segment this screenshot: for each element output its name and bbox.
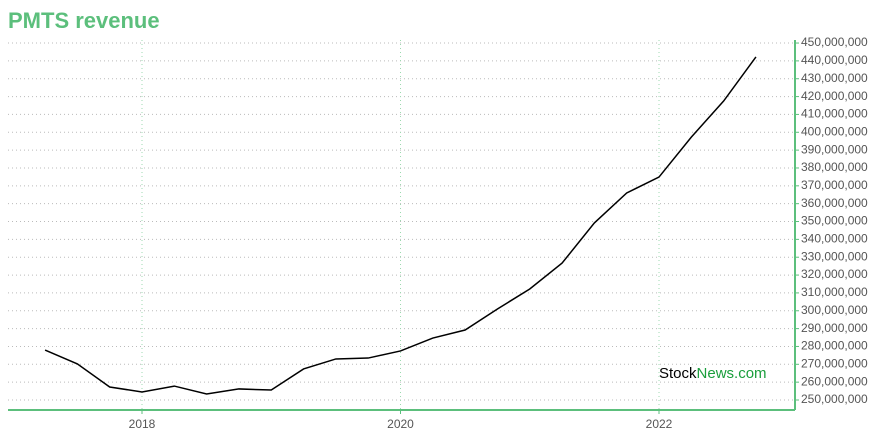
y-tick-label: 450,000,000 [801,35,868,49]
y-tick-label: 390,000,000 [801,142,868,156]
y-tick-label: 400,000,000 [801,124,868,138]
y-tick-label: 350,000,000 [801,214,868,228]
y-tick-label: 320,000,000 [801,267,868,281]
y-tick-label: 280,000,000 [801,339,868,353]
y-tick-label: 440,000,000 [801,53,868,67]
y-tick-label: 330,000,000 [801,249,868,263]
y-tick-label: 270,000,000 [801,356,868,370]
y-tick-label: 250,000,000 [801,392,868,406]
x-tick-label: 2022 [646,417,673,431]
y-tick-label: 430,000,000 [801,71,868,85]
chart-title: PMTS revenue [8,8,160,33]
watermark-part: .com [734,365,767,382]
watermark-part: Stock [659,365,697,382]
y-tick-label: 290,000,000 [801,321,868,335]
line [44,56,757,395]
y-tick-label: 420,000,000 [801,89,868,103]
y-tick-label: 340,000,000 [801,232,868,246]
x-tick-label: 2020 [387,417,414,431]
y-tick-label: 360,000,000 [801,196,868,210]
x-tick-label: 2018 [129,417,156,431]
y-tick-label: 310,000,000 [801,285,868,299]
watermark: StockNews.com [659,365,767,382]
y-tick-label: 370,000,000 [801,178,868,192]
y-tick-label: 410,000,000 [801,107,868,121]
y-tick-label: 260,000,000 [801,374,868,388]
y-tick-label: 300,000,000 [801,303,868,317]
y-tick-label: 380,000,000 [801,160,868,174]
watermark-part: News [697,365,735,382]
